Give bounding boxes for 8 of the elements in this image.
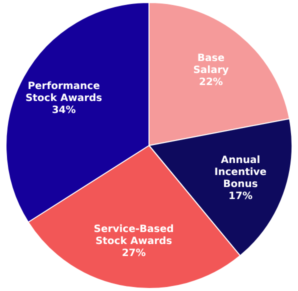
data-label: 17% <box>228 191 252 202</box>
slice-label: Annual Incentive Bonus <box>214 155 267 190</box>
slice-label: Performance Stock Awards <box>25 81 102 104</box>
slice-label: Base Salary <box>193 53 230 76</box>
data-label: 27% <box>122 248 146 260</box>
data-label: 34% <box>52 105 76 116</box>
data-label: 22% <box>199 77 223 88</box>
slice-label: Service-Based Stock Awards <box>94 224 174 248</box>
